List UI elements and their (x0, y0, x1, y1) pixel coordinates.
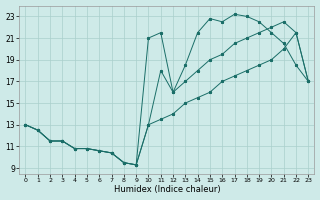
X-axis label: Humidex (Indice chaleur): Humidex (Indice chaleur) (114, 185, 220, 194)
